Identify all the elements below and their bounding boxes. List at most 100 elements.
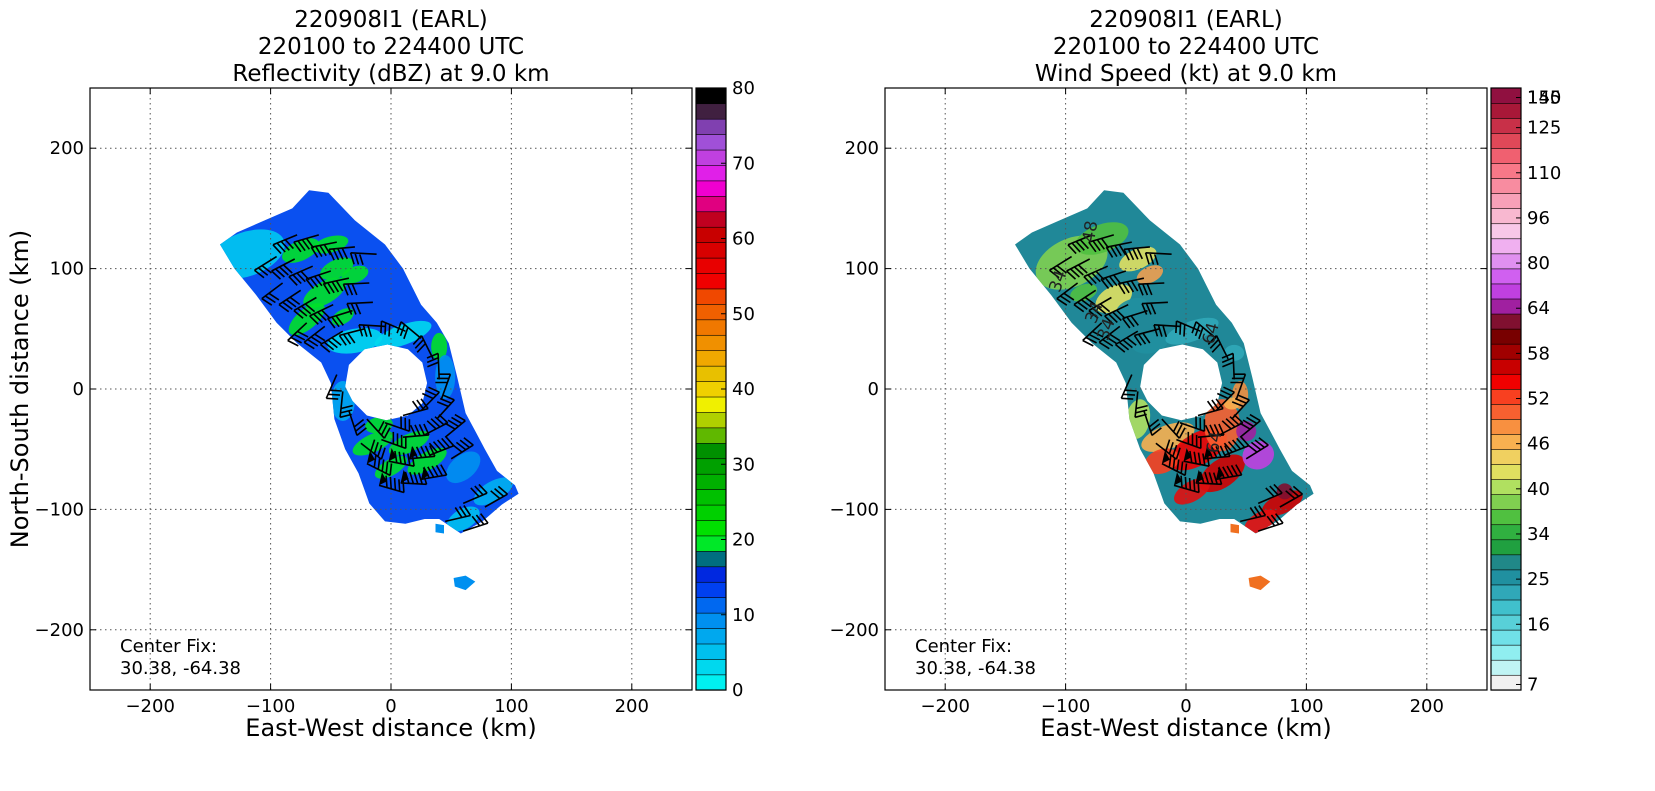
echo-patch bbox=[446, 451, 481, 484]
wind-barb bbox=[1144, 252, 1172, 266]
wind-barb-flag bbox=[378, 472, 387, 486]
colorbar-tick-label: 60 bbox=[732, 229, 755, 250]
colorbar-segment bbox=[1490, 554, 1522, 571]
colorbar-segment bbox=[1490, 193, 1522, 210]
colorbar-segment bbox=[1490, 223, 1522, 240]
chart-title-line: 220100 to 224400 UTC bbox=[258, 34, 524, 60]
wind-barb bbox=[309, 303, 334, 325]
wind-barb bbox=[1134, 391, 1148, 419]
colorbar-tick-label: 25 bbox=[1527, 569, 1550, 590]
colorbar-segment bbox=[695, 396, 727, 413]
colorbar-segment bbox=[695, 211, 727, 228]
colorbar-segment bbox=[1490, 283, 1522, 300]
wind-barb bbox=[303, 325, 326, 350]
wind-barb bbox=[358, 324, 386, 338]
wind-barb bbox=[1161, 455, 1188, 477]
echo-region bbox=[1230, 523, 1239, 534]
wind-barb-flag bbox=[388, 448, 397, 462]
wind-barb bbox=[1215, 464, 1243, 481]
wind-barb bbox=[346, 301, 373, 315]
wind-barb bbox=[1207, 335, 1229, 360]
wind-barb bbox=[402, 398, 429, 417]
colorbar-segment bbox=[695, 272, 727, 290]
colorbar-tick-label: 7 bbox=[1527, 674, 1538, 695]
wind-barb bbox=[348, 410, 367, 437]
colorbar-segment bbox=[695, 87, 727, 105]
center-fix-annotation: 30.38, -64.38 bbox=[915, 658, 1036, 679]
x-tick-label: 200 bbox=[615, 696, 649, 717]
echo-patch bbox=[288, 303, 325, 336]
x-axis-label: East-West distance (km) bbox=[245, 714, 536, 742]
wind-barb-flag bbox=[1204, 445, 1213, 459]
colorbar-segment bbox=[695, 350, 727, 367]
wind-barbs bbox=[1049, 234, 1304, 532]
wind-barb bbox=[1183, 450, 1210, 467]
echo-patch bbox=[1276, 483, 1293, 500]
wind-barb bbox=[328, 246, 355, 261]
y-tick-label: 100 bbox=[845, 259, 879, 280]
wind-barb-flag bbox=[400, 469, 409, 483]
colorbar-segment bbox=[695, 658, 727, 676]
colorbar-segment bbox=[695, 489, 727, 506]
chart-title-line: Wind Speed (kt) at 9.0 km bbox=[1035, 61, 1337, 87]
colorbar-segment bbox=[695, 195, 727, 213]
colorbar-segment bbox=[695, 581, 727, 598]
colorbar-segment bbox=[1490, 87, 1522, 104]
colorbar-segment bbox=[1490, 343, 1522, 360]
wind-barb bbox=[1279, 485, 1304, 508]
wind-barb bbox=[426, 352, 440, 380]
x-tick-label: 100 bbox=[1289, 696, 1323, 717]
echo-patch bbox=[435, 354, 456, 399]
wind-barb-flag bbox=[1195, 469, 1204, 483]
wind-barb bbox=[420, 464, 448, 481]
wind-barb bbox=[1176, 431, 1202, 450]
wind-barb bbox=[1245, 437, 1269, 460]
wind-barb bbox=[1239, 413, 1261, 438]
colorbar-segment bbox=[1490, 208, 1522, 225]
colorbar-segment bbox=[1490, 674, 1522, 691]
wind-barb-flag bbox=[1161, 450, 1170, 464]
y-tick-label: −100 bbox=[830, 499, 879, 520]
wind-barb bbox=[272, 234, 298, 255]
x-tick-label: −100 bbox=[246, 696, 295, 717]
x-tick-label: −200 bbox=[125, 696, 174, 717]
wind-barb bbox=[1082, 322, 1104, 347]
colorbar-segment bbox=[1490, 569, 1522, 586]
colorbar-segment bbox=[695, 473, 727, 490]
colorbar-segment bbox=[1490, 448, 1522, 465]
wind-barb bbox=[366, 455, 393, 477]
wind-barb bbox=[1056, 282, 1079, 306]
colorbar-segment bbox=[1490, 509, 1522, 526]
echo-region bbox=[453, 575, 476, 591]
wind-barb bbox=[360, 439, 386, 460]
wind-barb bbox=[1153, 324, 1181, 338]
wind-barb bbox=[310, 241, 337, 258]
x-tick-label: 0 bbox=[385, 696, 396, 717]
wind-barb bbox=[420, 386, 440, 412]
y-tick-label: −200 bbox=[830, 620, 879, 641]
wind-barb bbox=[1137, 282, 1165, 296]
echo-patch bbox=[388, 430, 430, 456]
colorbar-segment bbox=[1490, 373, 1522, 390]
colorbar-segment bbox=[1490, 524, 1522, 541]
colorbar-segment bbox=[1490, 178, 1522, 194]
colorbar-tick-label: 140 bbox=[1527, 88, 1561, 109]
colorbar-tick-label: 80 bbox=[732, 78, 755, 99]
wind-barb bbox=[1066, 258, 1091, 280]
wind-barb bbox=[444, 413, 466, 438]
colorbar-segment bbox=[695, 643, 727, 660]
wind-barb bbox=[325, 374, 342, 400]
wind-barb bbox=[261, 282, 284, 306]
wind-barb bbox=[1067, 234, 1093, 255]
colorbar-segment bbox=[1490, 659, 1522, 676]
echo-patch bbox=[407, 447, 447, 475]
data-field bbox=[220, 190, 519, 591]
wind-barb bbox=[293, 296, 317, 319]
colorbar-segment bbox=[695, 458, 727, 475]
wind-barb bbox=[435, 373, 452, 399]
wind-barb-flag bbox=[1216, 466, 1225, 480]
wind-barb bbox=[1100, 270, 1127, 289]
wind-barb bbox=[1117, 277, 1145, 295]
x-tick-label: 100 bbox=[494, 696, 528, 717]
wind-barb bbox=[278, 289, 302, 313]
